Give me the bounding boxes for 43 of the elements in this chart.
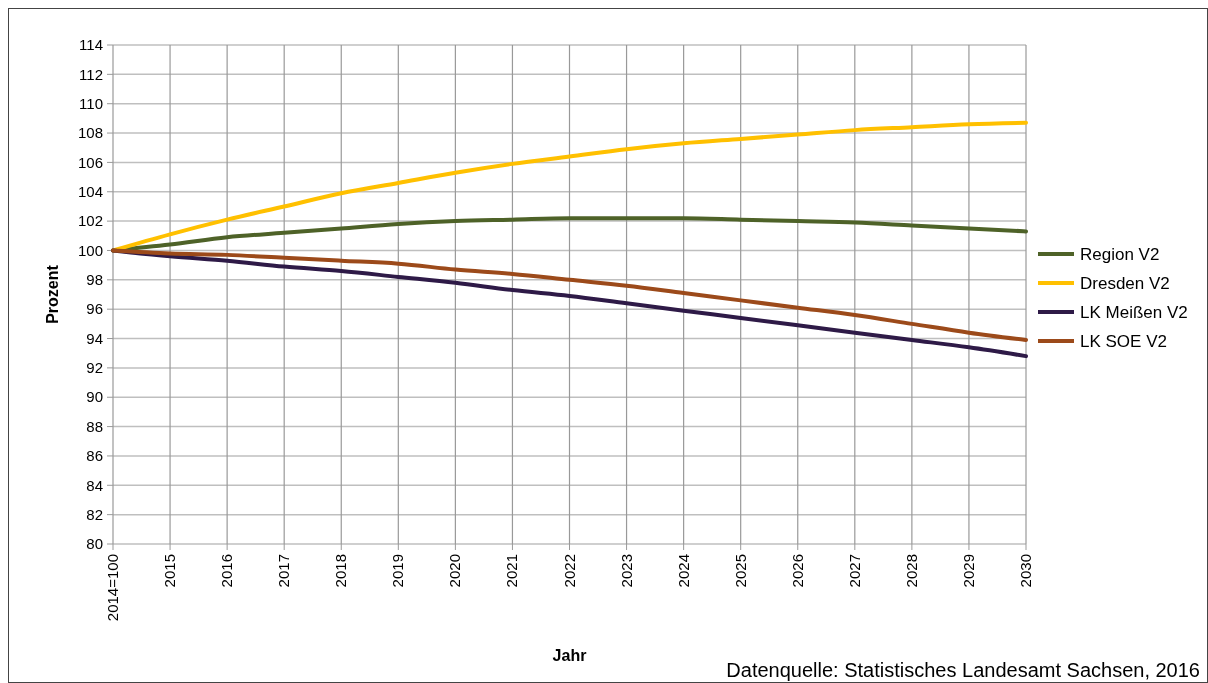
text: Datenquelle: Statistisches Landesamt Sachsen, 2016 xyxy=(726,659,1200,681)
legend-label: LK SOE V2 xyxy=(1080,331,1167,351)
x-tick-label: 2018 xyxy=(332,554,350,588)
y-tick-label: 80 xyxy=(86,535,103,553)
x-tick-label: 2028 xyxy=(902,554,920,588)
y-tick-label: 86 xyxy=(86,447,103,465)
y-tick-label: 94 xyxy=(86,329,103,347)
legend-label: Region V2 xyxy=(1080,244,1160,264)
x-tick-label: 2025 xyxy=(731,554,749,588)
y-tick-label: 100 xyxy=(77,241,103,259)
y-tick-label: 108 xyxy=(77,124,103,142)
x-tick-label: 2016 xyxy=(218,554,236,588)
y-tick-label: 82 xyxy=(86,505,103,523)
y-tick-label: 84 xyxy=(86,476,103,494)
y-tick-label: 106 xyxy=(77,153,103,171)
y-tick-label: 104 xyxy=(77,183,103,201)
x-tick-label: 2029 xyxy=(959,554,977,588)
x-tick-label: 2024 xyxy=(674,554,692,588)
y-tick-label: 92 xyxy=(86,359,103,377)
x-tick-label: 2030 xyxy=(1017,554,1034,588)
y-tick-label: 114 xyxy=(79,36,103,54)
x-tick-label: 2014=100 xyxy=(104,554,121,622)
y-axis-title: Prozent xyxy=(44,264,61,324)
y-tick-label: 98 xyxy=(86,271,103,289)
y-tick-label: 110 xyxy=(79,94,103,112)
x-tick-label: 2019 xyxy=(389,554,407,588)
x-tick-label: 2015 xyxy=(161,554,179,588)
x-tick-label: 2026 xyxy=(788,554,806,588)
y-tick-label: 102 xyxy=(77,212,103,230)
x-tick-label: 2023 xyxy=(617,554,635,588)
x-tick-label: 2022 xyxy=(560,554,578,588)
x-tick-label: 2021 xyxy=(503,554,521,588)
y-tick-label: 90 xyxy=(86,388,103,406)
y-tick-label: 88 xyxy=(86,417,103,435)
y-tick-label: 112 xyxy=(79,65,103,83)
x-tick-label: 2020 xyxy=(446,554,464,588)
y-tick-label: 96 xyxy=(86,300,103,318)
legend-label: Dresden V2 xyxy=(1080,273,1170,293)
x-axis-title: Jahr xyxy=(552,647,587,664)
line-series xyxy=(111,248,1028,342)
x-tick-label: 2017 xyxy=(275,554,293,588)
x-tick-label: 2027 xyxy=(845,554,863,588)
legend-label: LK Meißen V2 xyxy=(1080,302,1188,322)
